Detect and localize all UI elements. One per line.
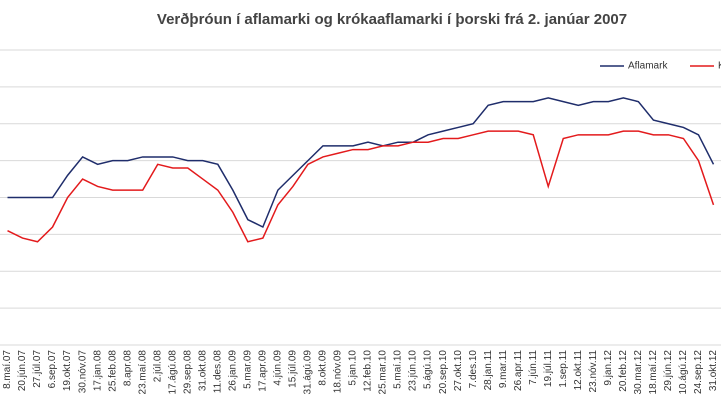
x-tick-label: 29.jún.12 — [663, 350, 674, 392]
x-tick-label: 18.nóv.09 — [333, 350, 344, 394]
x-tick-label: 19.okt.07 — [62, 350, 73, 392]
x-tick-label: 26.jan.09 — [227, 350, 238, 392]
x-tick-label: 26.apr.11 — [513, 350, 524, 391]
x-tick-label: 18.maí.12 — [648, 350, 659, 395]
x-tick-label: 20.sep.10 — [438, 350, 449, 394]
series-line — [7, 130, 715, 243]
x-tick-label: 8.maí.07 — [2, 350, 13, 389]
x-tick-label: 30.nóv.07 — [77, 350, 88, 394]
x-tick-label: 28.jan.11 — [483, 350, 494, 391]
x-tick-label: 25.mar.10 — [378, 350, 389, 395]
x-tick-label: 17.apr.09 — [258, 350, 269, 392]
x-tick-label: 19.júl.11 — [543, 350, 554, 388]
x-tick-label: 20.jún.07 — [17, 350, 28, 392]
x-tick-label: 17.jan.08 — [92, 350, 103, 392]
x-tick-label: 31.okt.08 — [197, 350, 208, 392]
x-tick-label: 27.okt.10 — [453, 350, 464, 392]
x-tick-label: 10.ágú.12 — [678, 350, 689, 395]
x-tick-label: 5.ágú.10 — [423, 350, 434, 389]
x-tick-label: 23.maí.08 — [137, 350, 148, 395]
x-tick-label: 6.sep.07 — [47, 350, 58, 389]
x-tick-label: 12.feb.10 — [363, 350, 374, 392]
x-tick-label: 25.feb.08 — [107, 350, 118, 392]
x-tick-label: 29.sep.08 — [182, 350, 193, 394]
x-tick-label: 27.júl.07 — [32, 350, 43, 388]
x-tick-label: 23.nóv.11 — [588, 350, 599, 393]
x-tick-label: 24.sep.12 — [693, 350, 704, 394]
x-tick-label: 9.mar.11 — [498, 350, 509, 389]
x-tick-label: 15.júl.09 — [288, 350, 299, 388]
x-tick-label: 17.ágú.08 — [167, 350, 178, 395]
x-tick-label: 7.des.10 — [468, 350, 479, 389]
x-tick-label: 11.des.08 — [212, 350, 223, 394]
chart-title: Verðþróun í aflamarki og krókaaflamarki … — [157, 11, 627, 28]
legend-label: Aflamark — [628, 61, 668, 72]
x-tick-label: 5.jan.10 — [348, 350, 359, 386]
x-tick-label: 2.júl.08 — [152, 350, 163, 383]
x-tick-label: 9.jan.12 — [603, 350, 614, 386]
x-tick-label: 4.jún.09 — [273, 350, 284, 386]
x-tick-label: 5.mar.09 — [242, 350, 253, 389]
x-tick-label: 31.okt.12 — [708, 350, 719, 392]
x-tick-label: 20.feb.12 — [618, 350, 629, 392]
x-tick-label: 31.ágú.09 — [303, 350, 314, 395]
x-tick-label: 8.apr.08 — [122, 350, 133, 387]
series-line — [7, 97, 715, 229]
x-tick-label: 1.sep.11 — [558, 350, 569, 388]
legend-label: Krókaaflamark — [718, 61, 721, 72]
x-tick-label: 12.okt.11 — [573, 350, 584, 391]
x-tick-label: 5.maí.10 — [393, 350, 404, 389]
x-tick-label: 30.mar.12 — [633, 350, 644, 395]
x-tick-label: 7.jún.11 — [528, 350, 539, 385]
x-tick-label: 23.jún.10 — [408, 350, 419, 392]
x-tick-label: 8.okt.09 — [318, 350, 329, 386]
